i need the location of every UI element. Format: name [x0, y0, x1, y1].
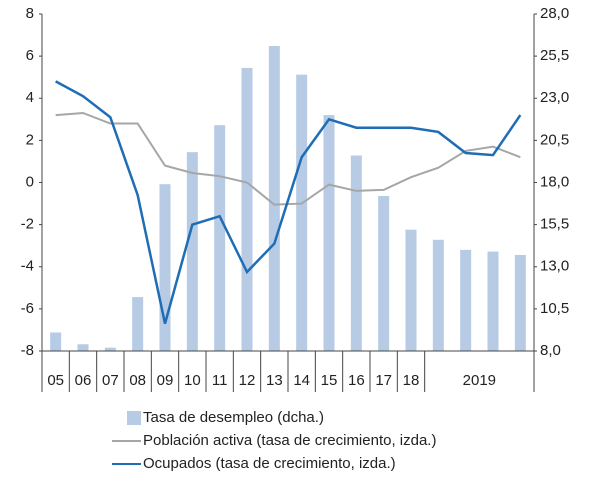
bar — [323, 115, 335, 351]
x-group-label: 2019 — [463, 372, 496, 389]
x-tick-label: 11 — [212, 372, 228, 389]
bar — [460, 249, 472, 351]
x-tick-label: 14 — [293, 372, 310, 389]
bar — [296, 74, 308, 351]
x-tick-label: 15 — [321, 372, 338, 389]
y2-tick-label: 23,0 — [540, 89, 569, 106]
x-tick-label: 08 — [129, 372, 146, 389]
legend-label: Tasa de desempleo (dcha.) — [143, 409, 324, 426]
line — [55, 80, 522, 324]
y-tick-label: 2 — [26, 131, 34, 148]
x-tick-label: 05 — [47, 372, 64, 389]
bar — [214, 125, 226, 352]
bar — [514, 254, 526, 351]
x-tick-label: 09 — [157, 372, 174, 389]
bar — [432, 239, 444, 351]
y-tick-label: -8 — [21, 342, 34, 359]
bar — [241, 67, 253, 352]
y-tick-label: -4 — [21, 258, 34, 275]
y2-tick-label: 28,0 — [540, 5, 569, 22]
y2-tick-label: 20,5 — [540, 131, 569, 148]
legend-label: Población activa (tasa de crecimiento, i… — [143, 432, 436, 449]
bar — [132, 297, 144, 351]
x-tick-label: 12 — [239, 372, 256, 389]
legend-label: Ocupados (tasa de crecimiento, izda.) — [143, 455, 396, 472]
x-tick-label: 06 — [75, 372, 92, 389]
bar — [186, 152, 198, 351]
legend-swatch — [127, 411, 141, 425]
x-tick-label: 13 — [266, 372, 283, 389]
x-tick-label: 17 — [375, 372, 392, 389]
y2-tick-label: 25,5 — [540, 47, 569, 64]
y2-tick-label: 10,5 — [540, 300, 569, 317]
y-tick-label: -2 — [21, 216, 34, 233]
bar — [104, 347, 116, 351]
y-tick-label: 0 — [26, 173, 34, 190]
x-tick-label: 07 — [102, 372, 119, 389]
bar — [159, 184, 171, 351]
x-tick-label: 18 — [403, 372, 420, 389]
bar — [350, 155, 362, 351]
y-tick-label: -6 — [21, 300, 34, 317]
bar — [77, 344, 89, 351]
y2-tick-label: 18,0 — [540, 173, 569, 190]
y2-tick-label: 15,5 — [540, 216, 569, 233]
y-tick-label: 8 — [26, 5, 34, 22]
bar — [378, 195, 390, 351]
bar — [405, 229, 417, 351]
y-tick-label: 4 — [26, 89, 34, 106]
bar — [50, 332, 62, 351]
x-tick-label: 16 — [348, 372, 365, 389]
x-tick-label: 10 — [184, 372, 201, 389]
y2-tick-label: 8,0 — [540, 342, 561, 359]
y2-tick-label: 13,0 — [540, 258, 569, 275]
bar — [487, 251, 499, 351]
y-tick-label: 6 — [26, 47, 34, 64]
bar — [268, 46, 280, 351]
